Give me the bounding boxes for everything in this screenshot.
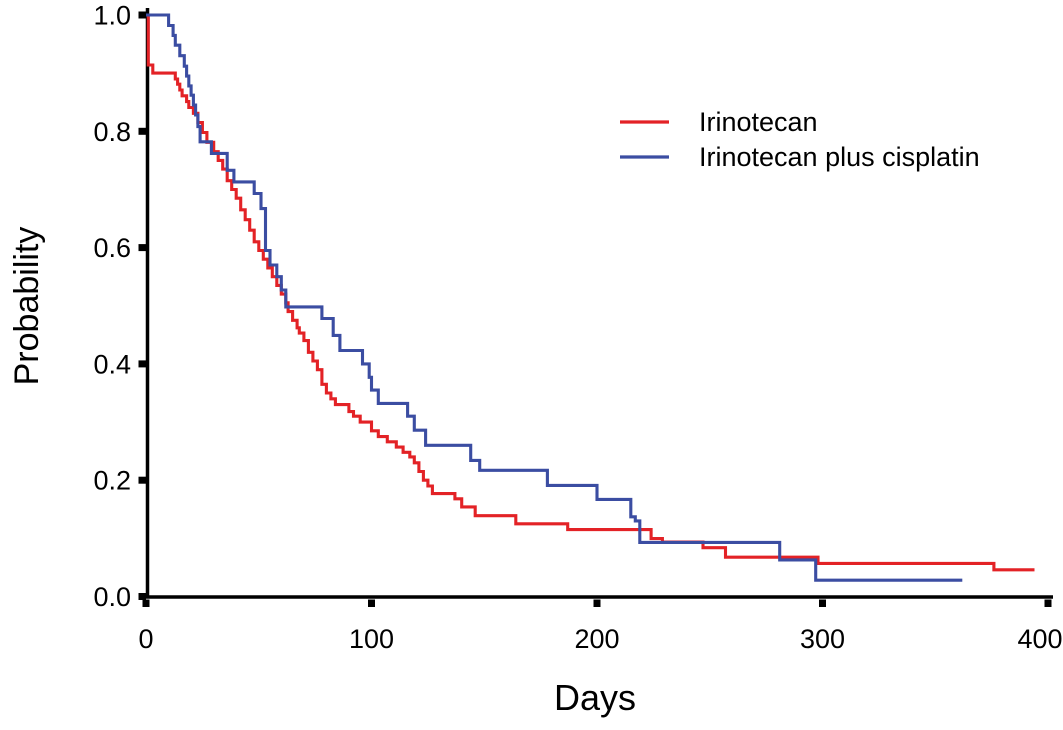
- y-tick-label: 0.2: [93, 466, 131, 496]
- y-tick-mark: [138, 244, 146, 252]
- y-tick-mark: [138, 476, 146, 484]
- series-curves: [146, 13, 1035, 582]
- curve-irinotecan-plus-cisplatin: [146, 13, 963, 582]
- x-tick-label: 300: [800, 624, 845, 654]
- y-tick-mark: [138, 11, 146, 19]
- x-tick-mark: [368, 599, 375, 607]
- y-tick-label: 1.0: [93, 1, 131, 31]
- x-tick-label: 200: [574, 624, 619, 654]
- x-tick-mark: [1044, 599, 1052, 607]
- x-tick-mark: [819, 599, 826, 607]
- legend-label-irinotecan: Irinotecan: [699, 107, 818, 137]
- y-tick-label: 0.6: [93, 233, 131, 263]
- x-axis-title: Days: [554, 677, 636, 718]
- y-tick-label: 0.0: [93, 582, 131, 612]
- y-tick-mark: [138, 593, 146, 600]
- x-tick-label: 0: [138, 624, 153, 654]
- x-tick-mark: [593, 599, 601, 607]
- x-tick-label: 400: [1017, 624, 1062, 654]
- x-tick-mark: [142, 599, 150, 607]
- legend: Irinotecan Irinotecan plus cisplatin: [620, 107, 980, 172]
- curve-irinotecan: [146, 13, 1035, 572]
- axis-ticks: 0.0 0.2 0.4 0.6 0.8 1.0 0 100 200 300 400: [93, 1, 1062, 655]
- legend-label-irinotecan-plus-cisplatin: Irinotecan plus cisplatin: [699, 142, 980, 172]
- y-axis-title: Probability: [8, 227, 46, 386]
- x-tick-label: 100: [349, 624, 394, 654]
- y-tick-label: 0.8: [93, 117, 131, 147]
- axes: [145, 8, 1053, 599]
- y-tick-mark: [138, 360, 146, 368]
- y-tick-mark: [138, 127, 146, 135]
- y-tick-label: 0.4: [93, 349, 131, 379]
